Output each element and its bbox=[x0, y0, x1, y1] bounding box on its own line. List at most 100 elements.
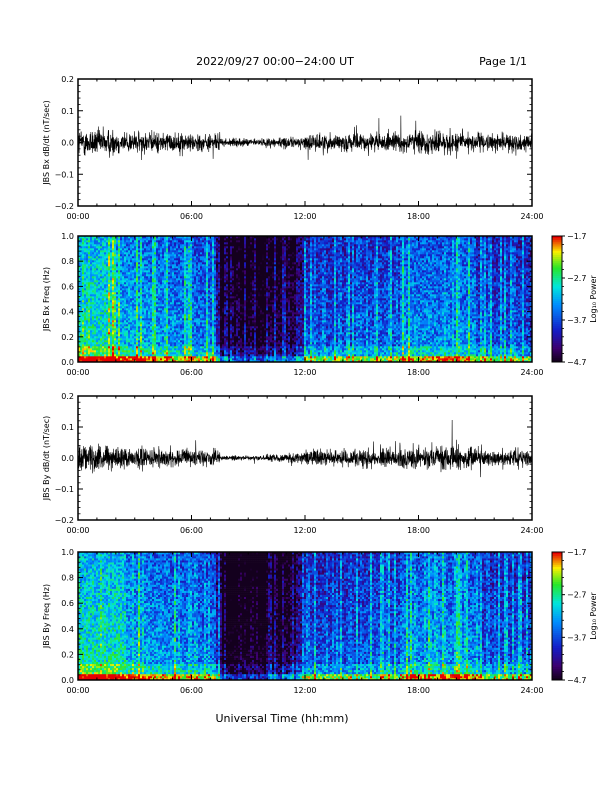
spectrogram-cell bbox=[196, 328, 198, 330]
spectrogram-cell bbox=[216, 306, 218, 308]
spectrogram-cell bbox=[210, 326, 212, 328]
spectrogram-cell bbox=[156, 292, 158, 294]
spectrogram-cell bbox=[84, 340, 86, 342]
spectrogram-cell bbox=[228, 314, 230, 316]
spectrogram-cell bbox=[124, 246, 126, 248]
spectrogram-cell bbox=[146, 264, 148, 266]
spectrogram-cell bbox=[160, 348, 162, 350]
spectrogram-cell bbox=[208, 244, 210, 246]
spectrogram-cell bbox=[90, 356, 92, 358]
spectrogram-cell bbox=[102, 328, 104, 330]
spectrogram-cell bbox=[180, 356, 182, 358]
spectrogram-cell bbox=[230, 248, 232, 250]
spectrogram-cell bbox=[176, 280, 178, 282]
spectrogram-cell bbox=[202, 352, 204, 354]
spectrogram-cell bbox=[184, 272, 186, 274]
spectrogram-cell bbox=[210, 292, 212, 294]
spectrogram-cell bbox=[218, 322, 220, 324]
spectrogram-cell bbox=[202, 354, 204, 356]
spectrogram-cell bbox=[114, 324, 116, 326]
spectrogram-cell bbox=[186, 272, 188, 274]
spectrogram-cell bbox=[208, 266, 210, 268]
spectrogram-cell bbox=[178, 268, 180, 270]
spectrogram-cell bbox=[172, 344, 174, 346]
spectrogram-cell bbox=[148, 342, 150, 344]
spectrogram-cell bbox=[206, 342, 208, 344]
spectrogram-cell bbox=[206, 282, 208, 284]
spectrogram-cell bbox=[94, 320, 96, 322]
spectrogram-cell bbox=[174, 304, 176, 306]
spectrogram-cell bbox=[226, 342, 228, 344]
spectrogram-cell bbox=[104, 338, 106, 340]
spectrogram-cell bbox=[134, 288, 136, 290]
spectrogram-cell bbox=[232, 344, 234, 346]
spectrogram-cell bbox=[190, 324, 192, 326]
spectrogram-cell bbox=[166, 286, 168, 288]
spectrogram-cell bbox=[106, 270, 108, 272]
spectrogram-cell bbox=[132, 242, 134, 244]
spectrogram-cell bbox=[188, 318, 190, 320]
spectrogram-cell bbox=[164, 326, 166, 328]
spectrogram-cell bbox=[230, 314, 232, 316]
spectrogram-cell bbox=[136, 312, 138, 314]
spectrogram-cell bbox=[106, 300, 108, 302]
spectrogram-cell bbox=[134, 346, 136, 348]
spectrogram-cell bbox=[98, 254, 100, 256]
spectrogram-cell bbox=[90, 336, 92, 338]
spectrogram-cell bbox=[228, 296, 230, 298]
spectrogram-cell bbox=[226, 312, 228, 314]
spectrogram-cell bbox=[148, 304, 150, 306]
spectrogram-cell bbox=[86, 298, 88, 300]
spectrogram-cell bbox=[220, 278, 222, 280]
spectrogram-cell bbox=[96, 274, 98, 276]
spectrogram-cell bbox=[194, 294, 196, 296]
spectrogram-cell bbox=[198, 348, 200, 350]
spectrogram-cell bbox=[84, 270, 86, 272]
spectrogram-cell bbox=[98, 358, 100, 360]
spectrogram-cell bbox=[98, 326, 100, 328]
spectrogram-cell bbox=[220, 274, 222, 276]
spectrogram-cell bbox=[128, 276, 130, 278]
spectrogram-cell bbox=[104, 254, 106, 256]
spectrogram-cell bbox=[188, 356, 190, 358]
spectrogram-cell bbox=[108, 346, 110, 348]
spectrogram-cell bbox=[112, 276, 114, 278]
spectrogram-cell bbox=[102, 244, 104, 246]
spectrogram-cell bbox=[232, 296, 234, 298]
spectrogram-cell bbox=[114, 344, 116, 346]
spectrogram-cell bbox=[134, 308, 136, 310]
spectrogram-cell bbox=[232, 292, 234, 294]
spectrogram-cell bbox=[112, 298, 114, 300]
spectrogram-cell bbox=[144, 286, 146, 288]
spectrogram-cell bbox=[190, 266, 192, 268]
spectrogram-cell bbox=[98, 338, 100, 340]
spectrogram-cell bbox=[160, 308, 162, 310]
spectrogram-cell bbox=[164, 258, 166, 260]
spectrogram-cell bbox=[148, 348, 150, 350]
spectrogram-cell bbox=[146, 304, 148, 306]
spectrogram-cell bbox=[108, 250, 110, 252]
spectrogram-cell bbox=[220, 298, 222, 300]
spectrogram-cell bbox=[168, 358, 170, 360]
spectrogram-cell bbox=[162, 296, 164, 298]
spectrogram-cell bbox=[166, 280, 168, 282]
spectrogram-cell bbox=[104, 328, 106, 330]
spectrogram-cell bbox=[122, 354, 124, 356]
spectrogram-cell bbox=[152, 350, 154, 352]
spectrogram-cell bbox=[154, 318, 156, 320]
spectrogram-cell bbox=[228, 284, 230, 286]
spectrogram-cell bbox=[168, 260, 170, 262]
spectrogram-cell bbox=[204, 348, 206, 350]
spectrogram-cell bbox=[216, 288, 218, 290]
spectrogram-cell bbox=[212, 354, 214, 356]
spectrogram-cell bbox=[216, 282, 218, 284]
spectrogram-cell bbox=[198, 350, 200, 352]
spectrogram-cell bbox=[206, 294, 208, 296]
spectrogram-cell bbox=[230, 302, 232, 304]
spectrogram-cell bbox=[132, 316, 134, 318]
spectrogram-cell bbox=[156, 352, 158, 354]
spectrogram-cell bbox=[104, 320, 106, 322]
spectrogram-cell bbox=[174, 256, 176, 258]
spectrogram-cell bbox=[222, 326, 224, 328]
spectrogram-cell bbox=[152, 352, 154, 354]
